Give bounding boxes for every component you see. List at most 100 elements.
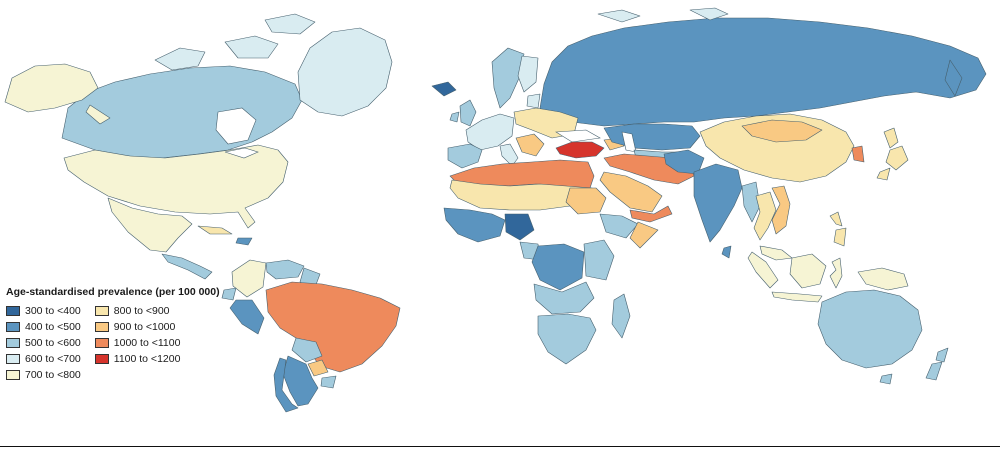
- legend-item-label: 1100 to <1200: [113, 352, 181, 365]
- legend-item: 1000 to <1100: [94, 336, 181, 349]
- legend-item: 800 to <900: [94, 304, 181, 317]
- region-peru: [229, 299, 265, 335]
- region-korea: [851, 145, 865, 163]
- region-ecuador: [221, 287, 237, 301]
- great-lakes: [224, 147, 259, 159]
- region-uruguay: [320, 375, 337, 389]
- region-saudi-arabia: [599, 171, 663, 213]
- legend-item: 500 to <600: [6, 336, 81, 349]
- region-somalia: [629, 221, 659, 249]
- region-japan: [883, 127, 899, 149]
- legend-swatch: [6, 369, 20, 380]
- region-thailand: [753, 191, 777, 241]
- legend-swatch: [6, 337, 20, 348]
- region-balkans: [515, 133, 545, 157]
- region-east-africa: [583, 239, 615, 281]
- legend-swatch: [94, 353, 109, 364]
- region-russia-arctic-islands: [689, 7, 729, 21]
- legend-item-label: 1000 to <1100: [113, 336, 181, 349]
- region-java: [771, 291, 823, 303]
- region-drc: [531, 243, 585, 291]
- region-chile: [273, 357, 299, 413]
- region-russia-arctic-islands: [597, 9, 641, 23]
- region-bolivia: [291, 337, 323, 363]
- legend-swatch: [94, 305, 109, 316]
- legend-swatch: [6, 353, 20, 364]
- legend-item-label: 300 to <400: [25, 304, 81, 317]
- region-yemen-oman: [629, 205, 673, 223]
- region-venezuela: [265, 259, 305, 280]
- figure-divider: [0, 446, 1000, 447]
- region-arctic-islands: [264, 13, 316, 35]
- legend-swatch: [6, 305, 20, 316]
- region-cuba: [197, 225, 233, 235]
- region-norway-sweden: [491, 47, 525, 109]
- legend-item: 700 to <800: [6, 368, 81, 381]
- region-west-africa: [443, 207, 506, 243]
- region-usa: [63, 144, 289, 229]
- region-madagascar: [611, 293, 631, 339]
- region-tasmania: [879, 373, 893, 385]
- region-mexico: [107, 197, 193, 253]
- legend-title: Age-standardised prevalence (per 100 000…: [6, 286, 220, 298]
- legend-item-label: 600 to <700: [25, 352, 81, 365]
- region-angola-zambia: [533, 281, 595, 315]
- region-new-zealand: [925, 361, 943, 381]
- region-argentina: [282, 355, 319, 407]
- legend-swatch: [6, 321, 20, 332]
- legend-item-label: 800 to <900: [113, 304, 170, 317]
- region-myanmar: [741, 181, 761, 223]
- legend: Age-standardised prevalence (per 100 000…: [6, 286, 220, 381]
- legend-column-1: 300 to <400 400 to <500 500 to <600 600 …: [6, 304, 81, 381]
- region-ethiopia: [599, 213, 639, 239]
- region-new-guinea: [857, 267, 909, 291]
- legend-swatch: [94, 337, 109, 348]
- region-brazil: [265, 281, 401, 373]
- region-india: [693, 163, 743, 243]
- region-central-america: [161, 253, 213, 280]
- black-sea: [555, 129, 601, 143]
- region-malaysia: [759, 245, 793, 261]
- region-turkey: [555, 141, 605, 159]
- region-japan: [876, 167, 891, 181]
- region-philippines: [829, 211, 843, 227]
- legend-item: 900 to <1000: [94, 320, 181, 333]
- region-paraguay: [307, 359, 329, 377]
- region-sudan: [565, 187, 607, 215]
- legend-item-label: 500 to <600: [25, 336, 81, 349]
- legend-column-2: 800 to <900 900 to <1000 1000 to <1100 1…: [94, 304, 181, 381]
- legend-item: 300 to <400: [6, 304, 81, 317]
- legend-item-label: 700 to <800: [25, 368, 81, 381]
- region-alaska: [85, 104, 111, 125]
- region-hispaniola: [235, 237, 253, 246]
- region-iceland: [431, 81, 457, 97]
- region-southern-africa: [537, 313, 597, 365]
- region-sumatra: [747, 251, 779, 289]
- region-alaska: [4, 63, 99, 113]
- region-italy: [499, 143, 519, 167]
- region-uk: [459, 99, 477, 127]
- region-australia: [817, 289, 923, 369]
- legend-item: 400 to <500: [6, 320, 81, 333]
- region-vietnam: [771, 185, 791, 235]
- legend-item: 600 to <700: [6, 352, 81, 365]
- region-sri-lanka: [721, 245, 732, 259]
- region-nigeria: [504, 213, 535, 241]
- region-japan: [885, 145, 909, 171]
- region-russia: [539, 17, 987, 127]
- region-mongolia: [741, 119, 823, 143]
- region-arctic-islands: [154, 47, 206, 71]
- legend-item: 1100 to <1200: [94, 352, 181, 365]
- region-kamchatka: [944, 59, 963, 97]
- region-iberia: [447, 143, 483, 169]
- hudson-bay: [215, 107, 257, 145]
- region-baltics: [526, 93, 541, 109]
- region-finland: [517, 55, 539, 93]
- legend-item-label: 400 to <500: [25, 320, 81, 333]
- legend-swatch: [94, 321, 109, 332]
- region-greenland: [297, 27, 393, 117]
- region-borneo: [789, 253, 827, 289]
- legend-item-label: 900 to <1000: [113, 320, 176, 333]
